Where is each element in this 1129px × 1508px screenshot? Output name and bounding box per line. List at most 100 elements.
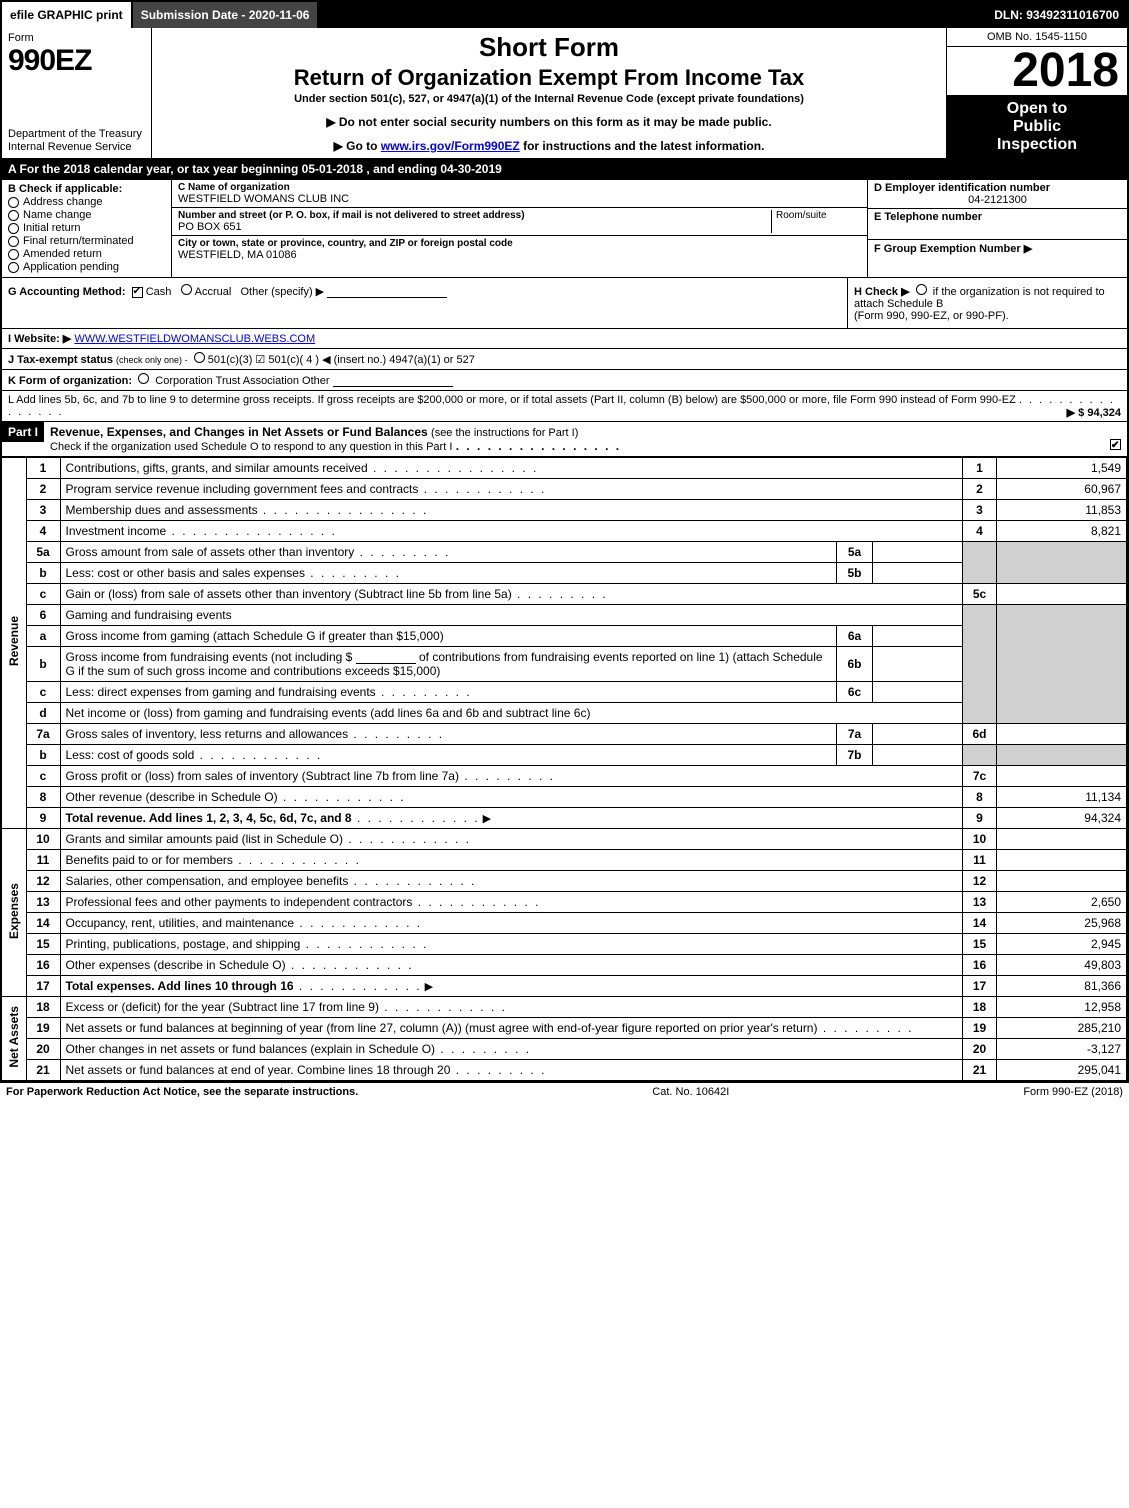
b-header: B Check if applicable: (8, 183, 165, 195)
input-6b-contrib[interactable] (356, 651, 416, 664)
desc-17: Total expenses. Add lines 10 through 16 (66, 979, 294, 993)
ref-4: 4 (963, 521, 997, 542)
ln-15: 15 (26, 934, 60, 955)
irs-link[interactable]: www.irs.gov/Form990EZ (381, 139, 520, 153)
row-7c: c Gross profit or (loss) from sales of i… (2, 766, 1127, 787)
amt-14: 25,968 (997, 913, 1127, 934)
chk-address-change[interactable] (8, 197, 19, 208)
amt-5c (997, 584, 1127, 605)
ref-17: 17 (963, 976, 997, 997)
desc-6b-wrap: Gross income from fundraising events (no… (60, 647, 837, 682)
ref-21: 21 (963, 1060, 997, 1081)
k-other-input[interactable] (333, 374, 453, 387)
shade-6 (963, 605, 997, 724)
sub-6b: 6b (837, 647, 873, 682)
desc-6b-pre: Gross income from fundraising events (no… (66, 650, 356, 664)
subval-5a (873, 542, 963, 563)
footer-left: For Paperwork Reduction Act Notice, see … (6, 1086, 358, 1098)
chk-initial-return[interactable] (8, 223, 19, 234)
part1-header-row: Part I Revenue, Expenses, and Changes in… (2, 422, 1127, 457)
desc-5b: Less: cost or other basis and sales expe… (66, 566, 401, 580)
h-check: H Check ▶ if the organization is not req… (847, 278, 1127, 328)
vlabel-netassets: Net Assets (2, 997, 26, 1081)
desc-6d: Net income or (loss) from gaming and fun… (60, 703, 963, 724)
footer-mid: Cat. No. 10642I (652, 1086, 729, 1098)
amt-8: 11,134 (997, 787, 1127, 808)
desc-20: Other changes in net assets or fund bala… (66, 1042, 532, 1056)
ln-5b: b (26, 563, 60, 584)
instruction-ssn: ▶ Do not enter social security numbers o… (162, 115, 936, 129)
arrow-9 (480, 811, 492, 825)
header-right: OMB No. 1545-1150 2018 Open to Public In… (947, 28, 1127, 158)
row-6: 6 Gaming and fundraising events (2, 605, 1127, 626)
chk-cash[interactable] (132, 287, 143, 298)
amt-6d (997, 724, 1127, 745)
chk-h[interactable] (916, 284, 927, 295)
desc-21: Net assets or fund balances at end of ye… (66, 1063, 547, 1077)
ln-6: 6 (26, 605, 60, 626)
section-c-name-address: C Name of organization WESTFIELD WOMANS … (172, 180, 867, 277)
ln-19: 19 (26, 1018, 60, 1039)
chk-schedule-o[interactable] (1110, 439, 1121, 450)
i-label: I Website: ▶ (8, 333, 71, 345)
website-link[interactable]: WWW.WESTFIELDWOMANSCLUB.WEBS.COM (74, 333, 315, 345)
amt-1: 1,549 (997, 458, 1127, 479)
instruction-goto-post: for instructions and the latest informat… (520, 139, 765, 153)
amt-19: 285,210 (997, 1018, 1127, 1039)
desc-4: Investment income (66, 524, 337, 538)
chk-501c3[interactable] (194, 352, 205, 363)
g-other-input[interactable] (327, 285, 447, 298)
ln-9: 9 (26, 808, 60, 829)
subval-6a (873, 626, 963, 647)
subval-6c (873, 682, 963, 703)
ln-6a: a (26, 626, 60, 647)
amt-11 (997, 850, 1127, 871)
efile-print-button[interactable]: efile GRAPHIC print (2, 2, 133, 28)
ln-17: 17 (26, 976, 60, 997)
amt-17: 81,366 (997, 976, 1127, 997)
desc-3: Membership dues and assessments (66, 503, 429, 517)
period-begin: 05-01-2018 (302, 162, 363, 176)
chk-application-pending[interactable] (8, 262, 19, 273)
chk-final-return[interactable] (8, 236, 19, 247)
row-12: 12 Salaries, other compensation, and emp… (2, 871, 1127, 892)
amt-10 (997, 829, 1127, 850)
period-end: 04-30-2019 (440, 162, 501, 176)
row-6b: b Gross income from fundraising events (… (2, 647, 1127, 682)
form-title: Return of Organization Exempt From Incom… (162, 65, 936, 91)
dots-17 (294, 979, 422, 993)
desc-13: Professional fees and other payments to … (66, 895, 541, 909)
desc-16: Other expenses (describe in Schedule O) (66, 958, 414, 972)
ln-4: 4 (26, 521, 60, 542)
vlabel-revenue: Revenue (2, 458, 26, 829)
desc-9: Total revenue. Add lines 1, 2, 3, 4, 5c,… (66, 811, 352, 825)
header-center: Short Form Return of Organization Exempt… (152, 28, 947, 158)
row-4: 4 Investment income 4 8,821 (2, 521, 1127, 542)
chk-corp[interactable] (138, 373, 149, 384)
d-label: D Employer identification number (874, 182, 1121, 194)
shade-7b-amt (997, 745, 1127, 766)
k-opts: Corporation Trust Association Other (155, 375, 329, 387)
l-amount: ▶ $ 94,324 (1067, 406, 1121, 419)
c-label: C Name of organization (178, 182, 861, 193)
row-6c: c Less: direct expenses from gaming and … (2, 682, 1127, 703)
desc-12: Salaries, other compensation, and employ… (66, 874, 477, 888)
shade-5ab (963, 542, 997, 584)
part1-check-line: Check if the organization used Schedule … (50, 441, 452, 453)
ref-14: 14 (963, 913, 997, 934)
h-label: H Check ▶ (854, 286, 910, 298)
form-word: Form (8, 32, 145, 44)
page-footer: For Paperwork Reduction Act Notice, see … (0, 1083, 1129, 1101)
inspection-line1: Open to (951, 100, 1123, 118)
row-6d: d Net income or (loss) from gaming and f… (2, 703, 1127, 724)
sub-7b: 7b (837, 745, 873, 766)
ref-12: 12 (963, 871, 997, 892)
chk-accrual[interactable] (181, 284, 192, 295)
chk-amended-return[interactable] (8, 249, 19, 260)
chk-name-change[interactable] (8, 210, 19, 221)
amt-18: 12,958 (997, 997, 1127, 1018)
desc-6: Gaming and fundraising events (60, 605, 963, 626)
dept-line1: Department of the Treasury (8, 128, 145, 141)
sub-7a: 7a (837, 724, 873, 745)
submission-date-button[interactable]: Submission Date - 2020-11-06 (133, 2, 320, 28)
